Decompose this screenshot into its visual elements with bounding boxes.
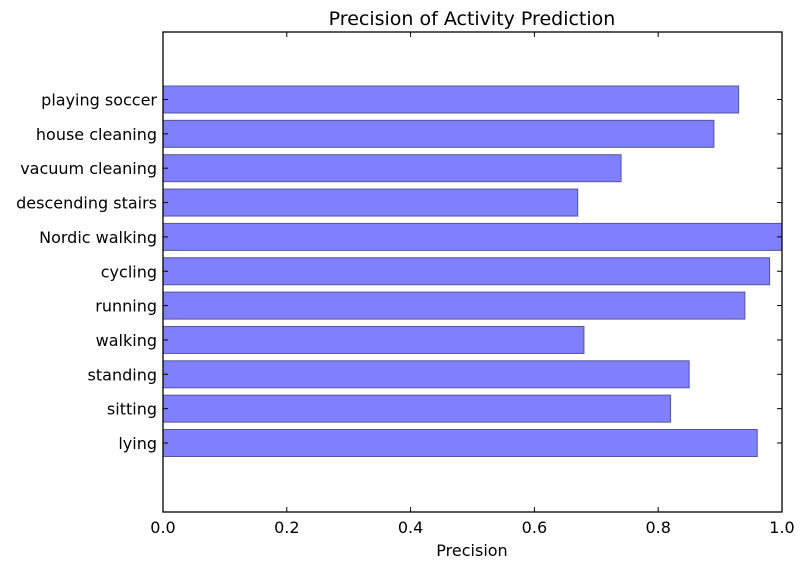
bar-sitting: [162, 394, 672, 423]
bar-house-cleaning: [162, 119, 715, 148]
x-tick-label: 0.8: [645, 518, 670, 537]
y-tick-label: descending stairs: [16, 194, 157, 213]
bar-walking: [162, 325, 585, 354]
chart-title: Precision of Activity Prediction: [329, 8, 616, 30]
y-tick-label: sitting: [107, 400, 157, 419]
bar-standing: [162, 360, 690, 389]
x-tick-label: 0.4: [398, 518, 423, 537]
bar-playing-soccer: [162, 85, 740, 114]
y-tick-label: house cleaning: [36, 125, 157, 144]
bar-running: [162, 291, 746, 320]
x-tick-label: 0.2: [274, 518, 299, 537]
y-tick-label: lying: [118, 434, 157, 453]
x-tick-label: 1.0: [769, 518, 794, 537]
y-tick-label: playing soccer: [41, 91, 157, 110]
ticks-layer: lying sitting standing walking running cyclin…: [16, 32, 795, 537]
bar-vacuum-cleaning: [162, 154, 622, 183]
y-tick-label: vacuum cleaning: [20, 159, 157, 178]
y-tick-label: standing: [88, 365, 157, 384]
bar-cycling: [162, 257, 771, 286]
bars-layer: [162, 85, 783, 457]
x-tick-label: 0.6: [522, 518, 547, 537]
x-tick-label: 0.0: [150, 518, 175, 537]
x-axis-label: Precision: [436, 541, 507, 560]
y-tick-label: Nordic walking: [39, 228, 157, 247]
y-tick-label: running: [95, 297, 157, 316]
y-tick-label: walking: [96, 331, 157, 350]
y-tick-label: cycling: [101, 262, 157, 281]
bar-descending-stairs: [162, 188, 579, 217]
plot-frame: [162, 31, 783, 513]
bar-nordic-walking: [162, 222, 783, 251]
bar-lying: [162, 429, 758, 457]
